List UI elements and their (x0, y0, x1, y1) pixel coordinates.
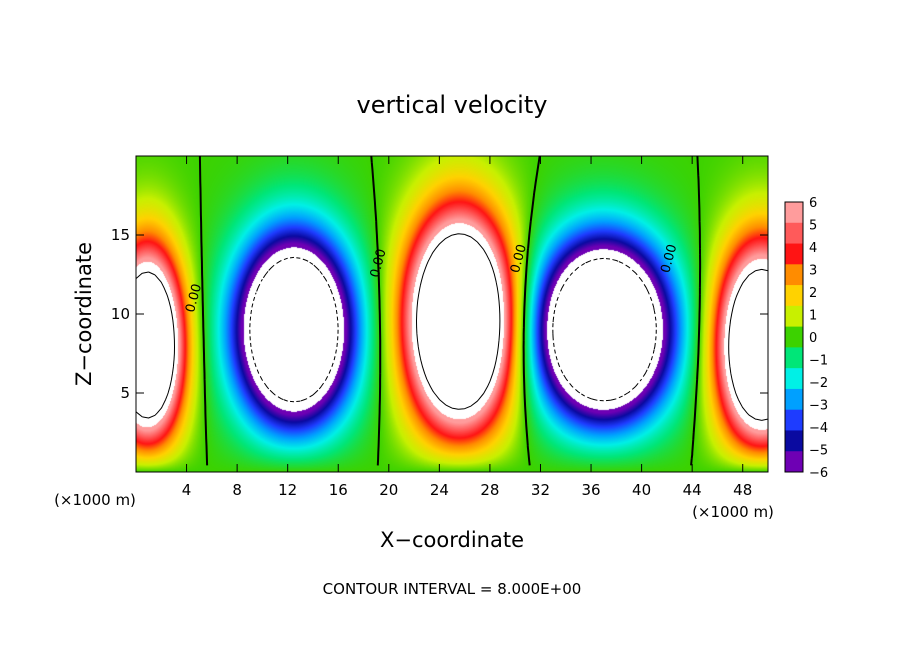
colorbar-swatch (785, 222, 803, 245)
contour-interval-text: CONTOUR INTERVAL = 8.000E+00 (323, 580, 582, 598)
x-tick-label: 32 (531, 481, 550, 499)
y-tick-label: 10 (111, 305, 130, 323)
colorbar-tick-label: −3 (809, 399, 828, 414)
x-tick-label: 12 (278, 481, 297, 499)
colorbar-tick-label: 1 (809, 309, 817, 324)
x-axis: 4 8 12 16 20 24 28 32 36 40 44 48 (182, 156, 752, 499)
x-tick-label: 28 (480, 481, 499, 499)
x-tick-label: 20 (379, 481, 398, 499)
x-tick-label: 24 (430, 481, 449, 499)
colorbar-tick-label: −4 (809, 421, 828, 436)
colorbar-swatch (785, 388, 803, 411)
y-axis-unit-label: (×1000 m) (54, 491, 136, 509)
contour-label-4: 0.00 (658, 243, 680, 275)
colorbar-swatch (785, 285, 803, 307)
colorbar-tick-label: 5 (809, 219, 817, 234)
colorbar-swatch (785, 430, 803, 452)
x-tick-label: 40 (632, 481, 651, 499)
x-axis-label: X−coordinate (380, 528, 524, 552)
negative-contour (249, 256, 657, 403)
contour-label-2: 0.00 (368, 247, 390, 279)
colorbar-swatch (785, 347, 803, 369)
colorbar-tick-label: −5 (809, 444, 828, 459)
x-tick-label: 8 (232, 481, 242, 499)
plot-area: 0.00 0.00 0.00 0.00 (135, 155, 769, 473)
colorbar-tick-label: 0 (809, 331, 817, 346)
colorbar-tick-label: 6 (809, 196, 817, 211)
y-axis-label: Z−coordinate (72, 242, 96, 386)
colorbar-tick-label: 2 (809, 286, 817, 301)
colorbar-swatch (785, 305, 803, 328)
colorbar-swatch (785, 409, 803, 431)
colorbar-tick-label: 4 (809, 241, 817, 256)
zero-contour-path (198, 155, 702, 466)
x-tick-label: 4 (182, 481, 192, 499)
x-axis-unit-label: (×1000 m) (692, 503, 774, 521)
x-tick-label: 48 (733, 481, 752, 499)
negative-contour-path (249, 256, 657, 403)
colorbar-tick-label: −2 (809, 376, 828, 391)
colorbar-swatch (785, 368, 803, 390)
zero-contour (198, 155, 702, 466)
contour-lines (135, 155, 769, 466)
colorbar-swatch (785, 451, 803, 473)
colorbar-swatch (785, 264, 803, 286)
positive-contour-path (135, 233, 769, 421)
contour-label-3: 0.00 (508, 243, 530, 275)
x-tick-label: 44 (683, 481, 702, 499)
y-tick-label: 15 (111, 226, 130, 244)
colorbar-swatch (785, 326, 803, 348)
y-axis: 5 10 15 (111, 226, 768, 402)
colorbar-tick-label: −6 (809, 466, 828, 481)
colorbar-tick-label: −1 (809, 354, 828, 369)
colorbar-frame (784, 201, 804, 473)
colorbar-tick-label: 3 (809, 264, 817, 279)
x-tick-label: 36 (581, 481, 600, 499)
positive-contour (135, 233, 769, 421)
x-tick-label: 16 (329, 481, 348, 499)
colorbar: 6 5 4 3 2 1 0 −1 −2 −3 −4 −5 −6 (784, 196, 828, 481)
colorbar-swatch (785, 202, 803, 224)
contour-labels: 0.00 0.00 0.00 0.00 (183, 243, 680, 314)
contour-label-1: 0.00 (183, 282, 205, 314)
chart-title: vertical velocity (357, 91, 548, 119)
colorbar-swatch (785, 243, 803, 265)
y-tick-label: 5 (120, 384, 130, 402)
